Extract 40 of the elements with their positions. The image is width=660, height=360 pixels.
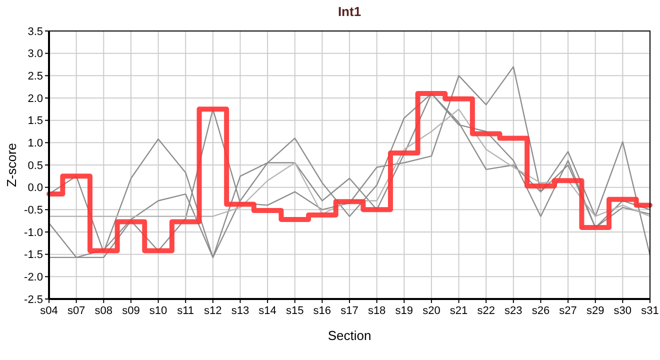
y-tick-label: 0.0 bbox=[28, 182, 43, 194]
y-tick-label: -0.5 bbox=[24, 204, 43, 217]
x-tick-label: s30 bbox=[614, 305, 632, 317]
y-tick-label: -1.5 bbox=[24, 249, 43, 262]
y-tick-label: 1.5 bbox=[28, 115, 43, 128]
y-tick-label: 3.5 bbox=[28, 26, 43, 38]
x-tick-label: s29 bbox=[586, 305, 604, 317]
y-tick-label: -2.5 bbox=[24, 294, 43, 306]
x-tick-label: s07 bbox=[67, 305, 86, 317]
x-tick-label: s27 bbox=[559, 305, 577, 317]
x-tick-label: s21 bbox=[450, 305, 468, 317]
y-tick-label: 2.5 bbox=[28, 70, 43, 83]
chart-title: Int1 bbox=[338, 4, 362, 19]
x-tick-label: s11 bbox=[177, 305, 194, 317]
x-tick-label: s04 bbox=[40, 305, 58, 317]
x-tick-label: s13 bbox=[231, 305, 250, 317]
y-tick-label: 0.5 bbox=[28, 160, 43, 172]
x-tick-label: s19 bbox=[395, 305, 414, 317]
x-tick-label: s12 bbox=[204, 305, 222, 317]
x-tick-label: s10 bbox=[149, 305, 168, 317]
y-tick-label: 1.0 bbox=[28, 138, 43, 150]
x-axis-title: Section bbox=[328, 328, 372, 343]
x-tick-label: s31 bbox=[641, 305, 659, 317]
x-tick-label: s08 bbox=[94, 305, 113, 317]
x-tick-label: s20 bbox=[422, 305, 440, 317]
y-tick-label: -1.0 bbox=[24, 226, 43, 239]
x-tick-label: s16 bbox=[313, 305, 332, 317]
x-tick-label: s09 bbox=[122, 305, 140, 317]
x-tick-label: s22 bbox=[477, 305, 495, 317]
x-tick-label: s26 bbox=[532, 305, 550, 317]
y-tick-label: 3.0 bbox=[28, 48, 43, 60]
x-tick-label: s18 bbox=[368, 305, 386, 317]
y-tick-label: 2.0 bbox=[28, 92, 43, 105]
y-axis-title: Z-score bbox=[4, 142, 19, 188]
x-tick-label: s15 bbox=[286, 305, 304, 317]
x-tick-label: s23 bbox=[504, 305, 522, 317]
x-tick-label: s17 bbox=[340, 305, 358, 317]
line-series bbox=[48, 108, 651, 217]
x-tick-label: s14 bbox=[258, 305, 276, 317]
y-tick-label: -2.0 bbox=[24, 272, 43, 284]
